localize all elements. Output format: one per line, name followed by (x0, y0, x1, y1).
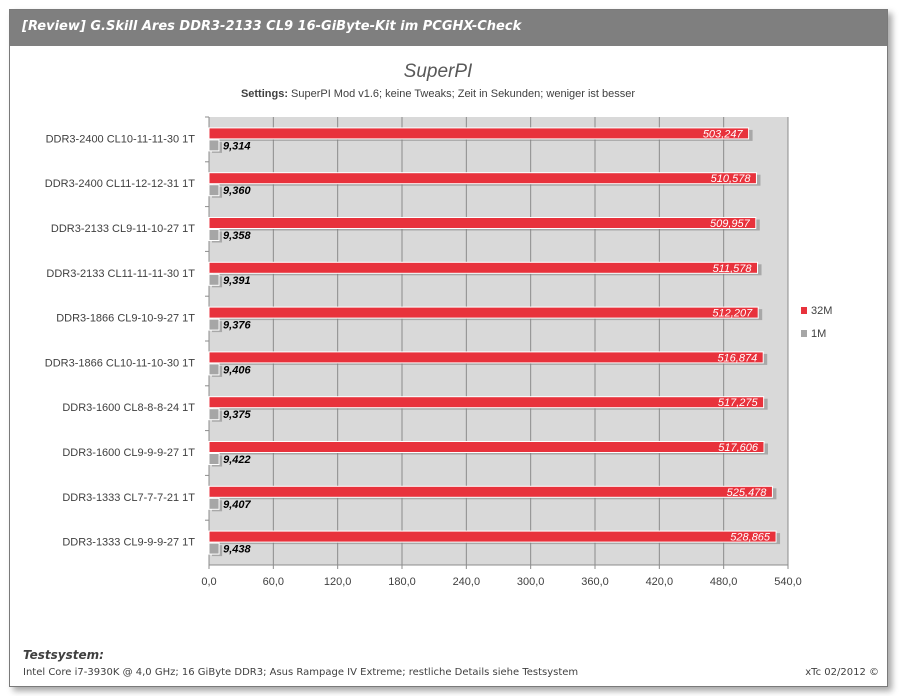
bar-1m (208, 408, 220, 421)
bar-label-32m: 525,478 (727, 487, 768, 499)
bar-label-32m: 503,247 (703, 128, 744, 140)
chart-subtitle: Settings: SuperPI Mod v1.6; keine Tweaks;… (241, 88, 635, 100)
header-title: [Review] G.Skill Ares DDR3-2133 CL9 16-G… (22, 19, 522, 34)
plot-area: 0,0 60,0 120,0 180,0 240,0 300,0 360,0 420,0 480… (45, 116, 802, 588)
bar-label-1m: 9,406 (223, 364, 251, 376)
bar-32m (208, 441, 765, 453)
x-tick-label: 540,0 (774, 576, 802, 588)
category-label: DDR3-1600 CL9-9-9-27 1T (62, 447, 195, 459)
bar-1m (208, 229, 220, 241)
bar-label-32m: 528,865 (730, 532, 771, 544)
bar-32m (208, 485, 773, 498)
bar-1m (208, 184, 220, 197)
bar-label-32m: 517,275 (718, 397, 759, 409)
x-tick-label: 480,0 (710, 576, 738, 588)
x-tick-label: 120,0 (324, 576, 352, 588)
bar-1m (208, 363, 220, 376)
bar-label-32m: 509,957 (710, 218, 751, 230)
bar-1m (208, 139, 220, 152)
bar-label-1m: 9,358 (223, 230, 251, 242)
bar-label-32m: 511,578 (713, 263, 753, 275)
category-label: DDR3-2400 CL10-11-11-30 1T (46, 133, 196, 145)
x-tick-label: 300,0 (517, 576, 545, 588)
category-label: DDR3-1600 CL8-8-8-24 1T (62, 402, 195, 414)
bar-32m (208, 217, 757, 229)
bar-label-32m: 517,606 (718, 442, 759, 454)
footer-credit: xTc 02/2012 © (805, 667, 879, 678)
x-tick-label: 60,0 (263, 576, 284, 588)
bar-label-1m: 9,422 (223, 454, 251, 466)
bar-1m (208, 542, 220, 555)
chart-frame: [Review] G.Skill Ares DDR3-2133 CL9 16-G… (9, 9, 888, 687)
legend-swatch (801, 307, 807, 314)
bar-label-1m: 9,407 (223, 499, 251, 511)
bar-1m (208, 273, 220, 286)
bar-1m (208, 453, 220, 465)
category-label: DDR3-1333 CL7-7-7-21 1T (62, 492, 195, 504)
legend-label: 1M (811, 328, 826, 340)
bar-label-32m: 512,207 (712, 308, 753, 320)
legend: 32M 1M (801, 305, 832, 340)
bar-label-1m: 9,438 (223, 544, 251, 556)
category-label: DDR3-1866 CL9-10-9-27 1T (56, 313, 195, 325)
footer-text: Intel Core i7-3930K @ 4,0 GHz; 16 GiByte… (23, 667, 579, 678)
x-tick-label: 360,0 (581, 576, 609, 588)
bar-32m (208, 351, 764, 364)
bar-label-1m: 9,360 (223, 185, 251, 197)
bar-32m (208, 261, 759, 274)
bar-label-32m: 516,874 (717, 352, 757, 364)
chart-title: SuperPI (404, 61, 473, 82)
header-bar: [Review] G.Skill Ares DDR3-2133 CL9 16-G… (10, 10, 887, 46)
bar-32m (208, 530, 777, 543)
bar-label-1m: 9,314 (223, 140, 251, 152)
footer-label: Testsystem: (23, 648, 104, 662)
x-tick-label: 180,0 (388, 576, 416, 588)
bar-1m (208, 318, 220, 331)
x-tick-label: 240,0 (453, 576, 481, 588)
bar-label-1m: 9,376 (223, 320, 251, 332)
category-label: DDR3-2133 CL11-11-11-30 1T (46, 268, 195, 280)
legend-label: 32M (811, 305, 832, 317)
bar-32m (208, 396, 765, 409)
x-tick-label: 420,0 (646, 576, 674, 588)
bar-32m (208, 172, 757, 185)
category-label: DDR3-2400 CL11-12-12-31 1T (45, 178, 195, 190)
category-label: DDR3-1333 CL9-9-9-27 1T (62, 537, 195, 549)
x-tick-label: 0,0 (201, 576, 216, 588)
bar-chart: SuperPI Settings: SuperPI Mod v1.6; keine… (45, 61, 833, 588)
bar-label-32m: 510,578 (711, 173, 752, 185)
bar-1m (208, 497, 220, 510)
legend-swatch (801, 330, 807, 337)
bar-label-1m: 9,375 (223, 409, 251, 421)
bar-32m (208, 306, 759, 319)
bar-label-1m: 9,391 (223, 275, 251, 287)
bar-32m (208, 127, 750, 140)
category-label: DDR3-2133 CL9-11-10-27 1T (51, 223, 195, 235)
category-label: DDR3-1866 CL10-11-10-30 1T (45, 357, 195, 369)
